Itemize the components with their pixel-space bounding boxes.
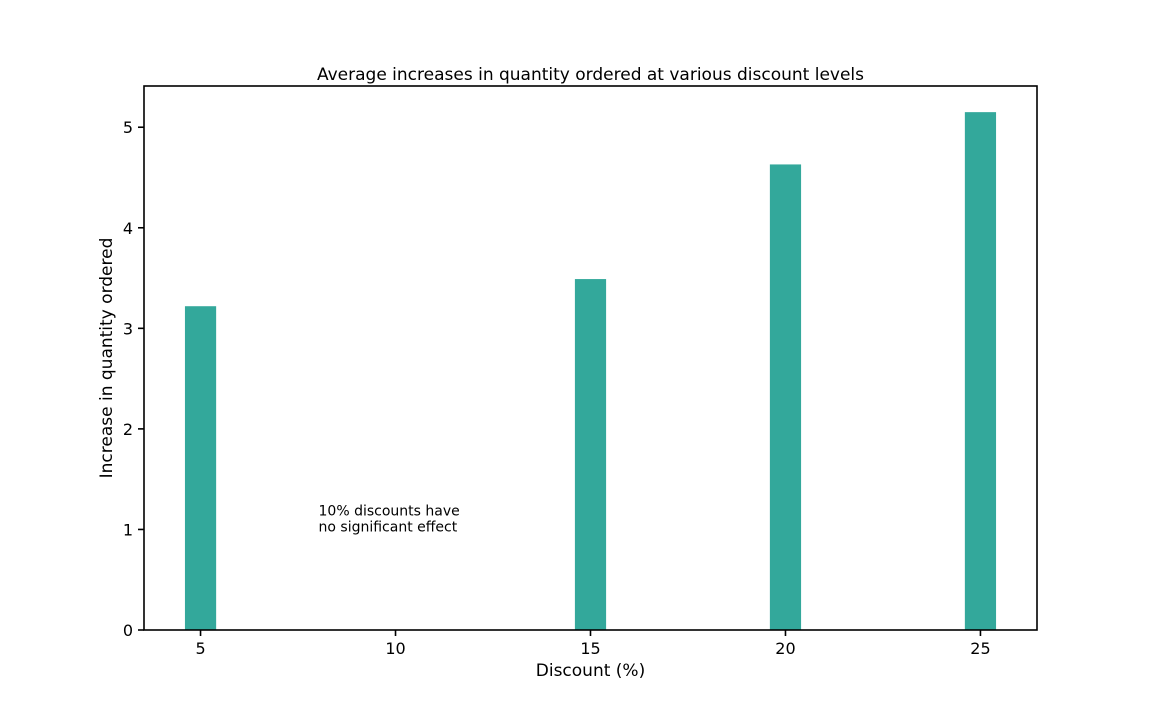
y-axis-label: Increase in quantity ordered [97, 238, 117, 479]
x-tick-label: 20 [775, 639, 795, 658]
y-tick-label: 5 [123, 118, 133, 137]
y-tick-label: 2 [123, 420, 133, 439]
y-axis-ticks: 0 1 2 3 4 5 [123, 118, 144, 640]
y-tick-label: 3 [123, 319, 133, 338]
annotation-line: no significant effect [319, 519, 458, 535]
x-axis-label: Discount (%) [536, 661, 645, 681]
annotation-line: 10% discounts have [319, 503, 460, 519]
x-tick-label: 10 [385, 639, 405, 658]
bars-group [184, 112, 997, 631]
bar [769, 164, 802, 630]
bar [964, 112, 997, 631]
bar [184, 306, 217, 630]
x-tick-label: 15 [580, 639, 600, 658]
annotation-note: 10% discounts have no significant effect [319, 503, 465, 535]
x-tick-label: 5 [195, 639, 205, 658]
x-axis-ticks: 5 10 15 20 25 [195, 630, 991, 658]
y-tick-label: 0 [123, 621, 133, 640]
bar [574, 279, 607, 630]
y-tick-label: 1 [123, 520, 133, 539]
y-tick-label: 4 [123, 219, 133, 238]
chart-title: Average increases in quantity ordered at… [317, 65, 864, 85]
x-tick-label: 25 [970, 639, 990, 658]
